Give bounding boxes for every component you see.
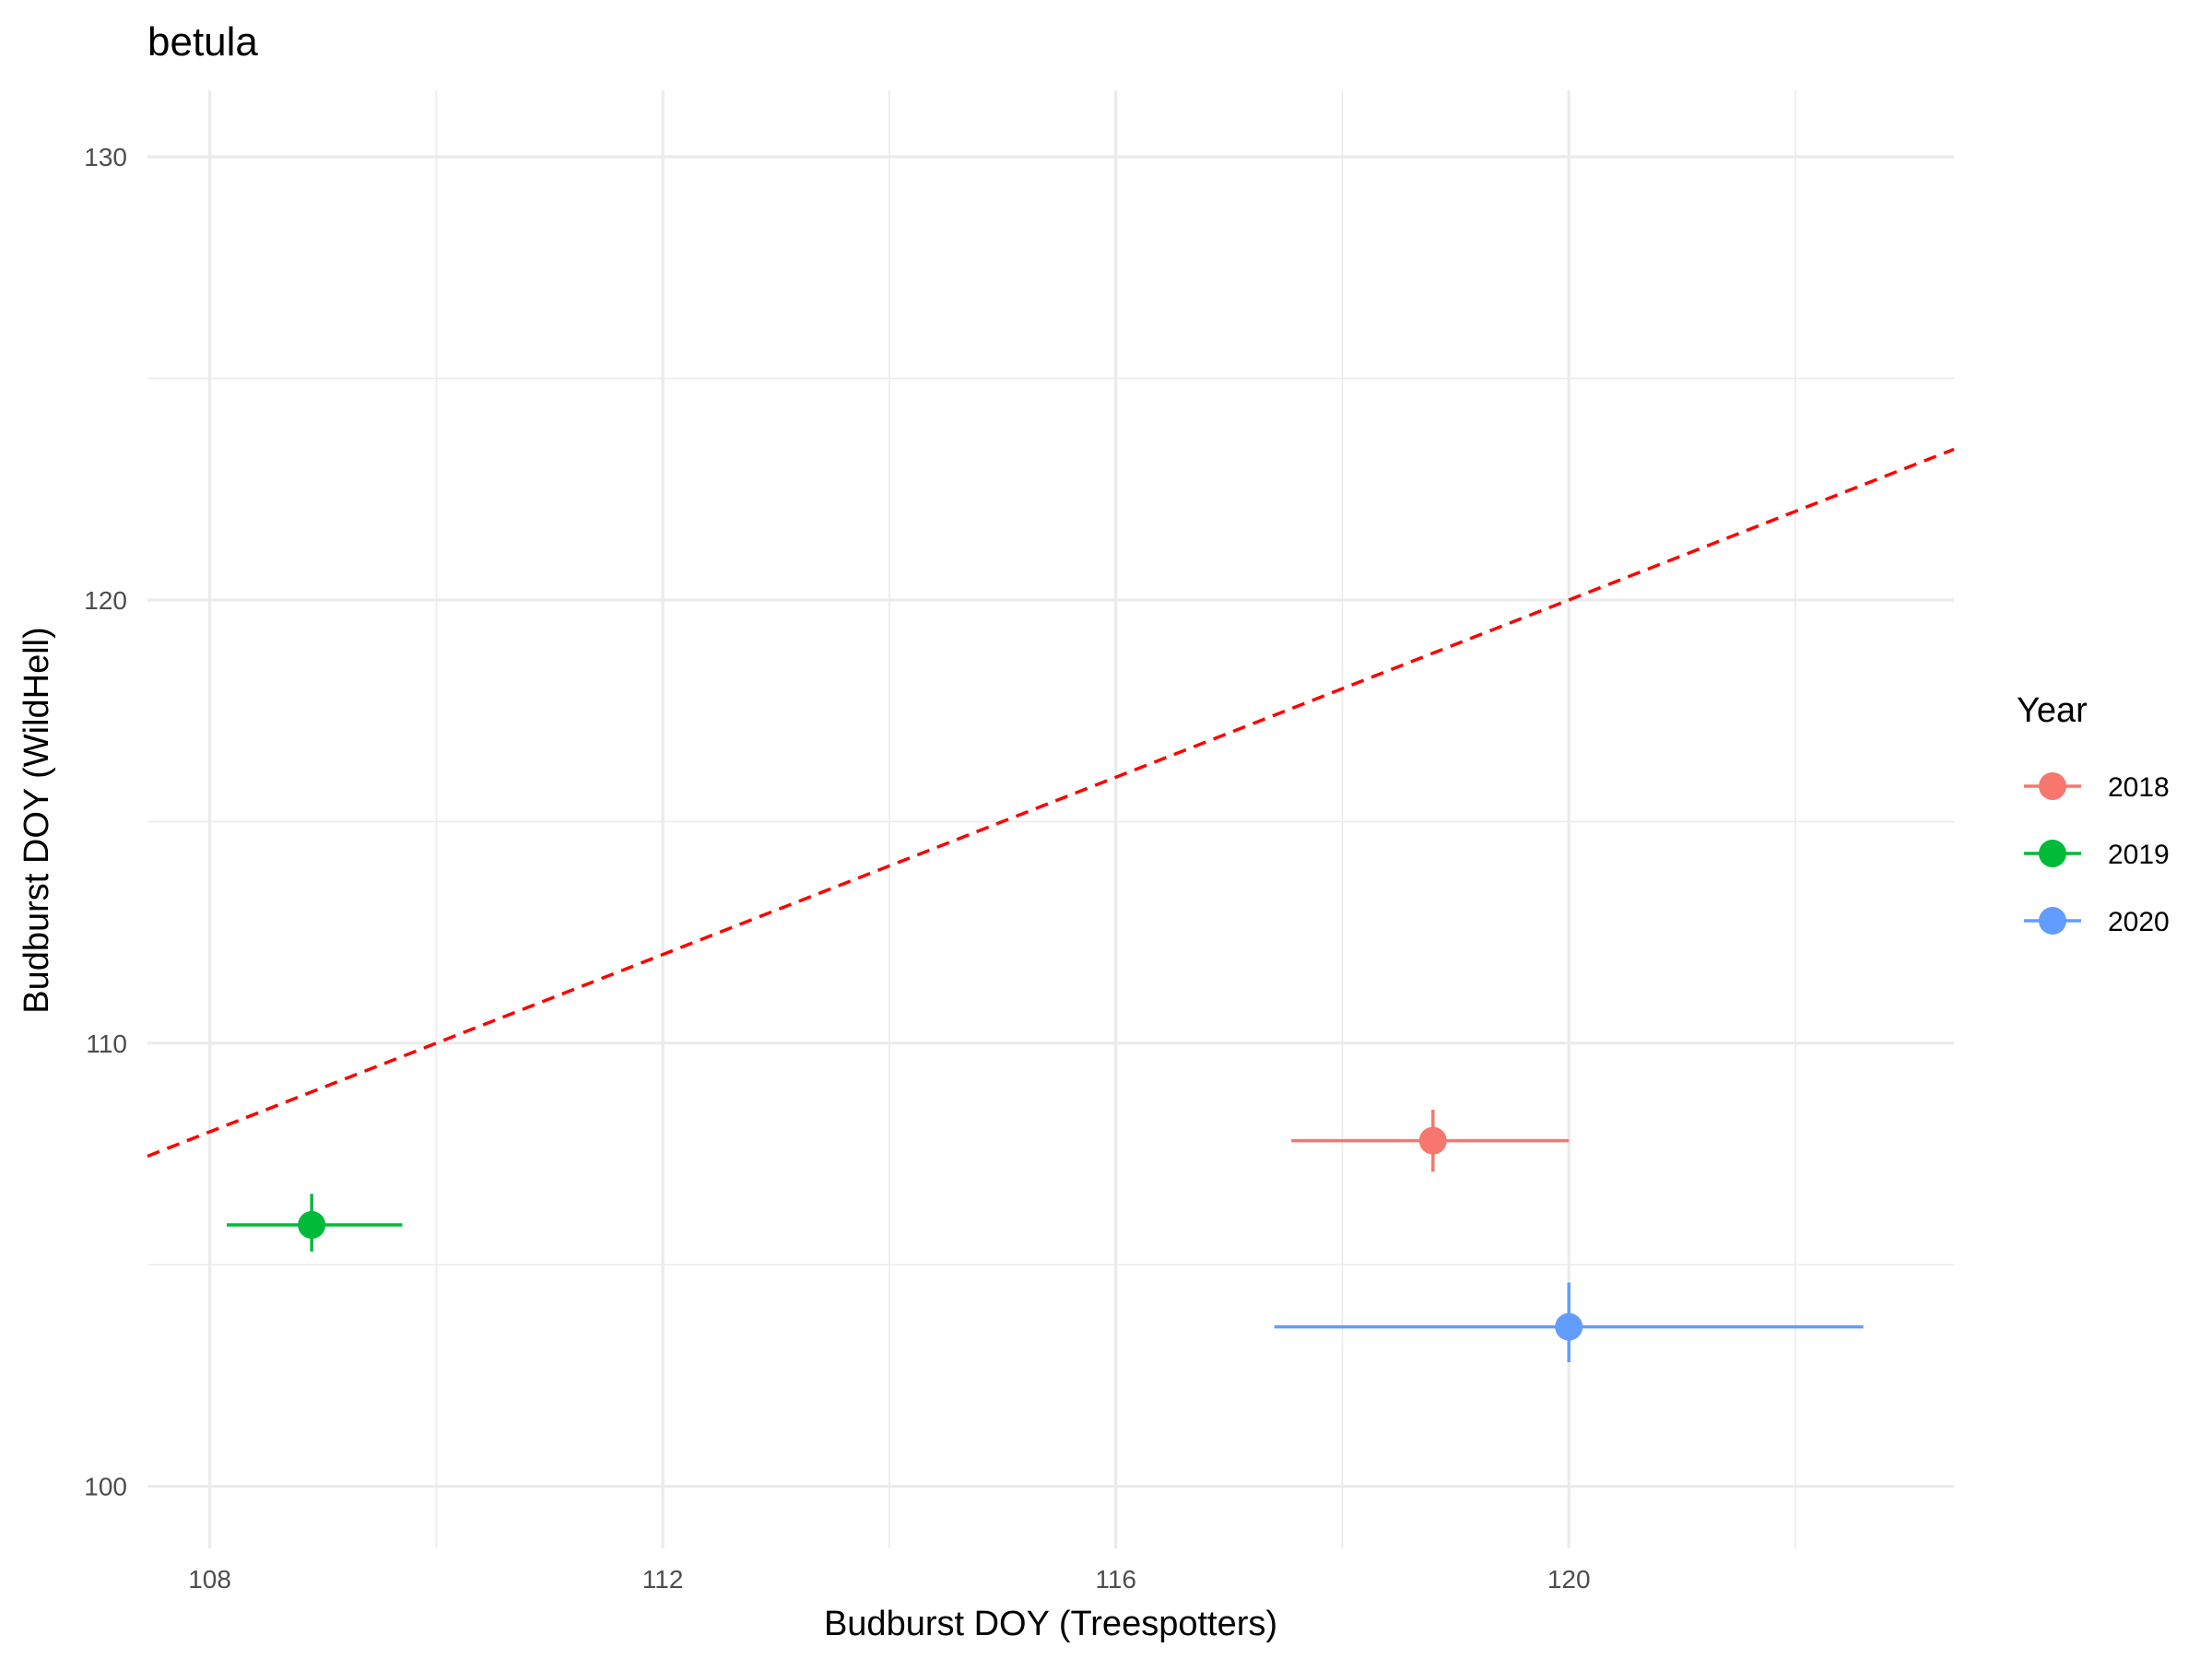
reference-line-layer bbox=[147, 447, 1955, 1159]
data-point bbox=[1555, 1312, 1583, 1341]
legend: Year 2018 2019 2020 bbox=[2017, 691, 2170, 937]
legend-key-point bbox=[2039, 772, 2066, 800]
legend-key-point bbox=[2039, 907, 2066, 935]
legend-entry-2019: 2019 bbox=[2024, 840, 2170, 870]
major-gridlines bbox=[147, 90, 1954, 1548]
data-point bbox=[298, 1210, 326, 1239]
legend-key-point bbox=[2039, 840, 2066, 867]
y-axis-title: Budburst DOY (WildHell) bbox=[18, 627, 56, 1014]
data-points-layer bbox=[227, 1109, 1864, 1363]
data-point bbox=[1418, 1126, 1447, 1155]
legend-label: 2020 bbox=[2108, 907, 2170, 937]
legend-entry-2020: 2020 bbox=[2024, 907, 2170, 937]
identity-reference-line bbox=[147, 447, 1955, 1159]
legend-title: Year bbox=[2017, 691, 2088, 730]
y-tick-label: 130 bbox=[84, 143, 127, 171]
legend-label: 2019 bbox=[2108, 840, 2170, 870]
y-tick-label: 110 bbox=[86, 1030, 127, 1058]
x-axis-ticks: 108 112 116 120 bbox=[188, 1565, 1590, 1594]
legend-label: 2018 bbox=[2108, 772, 2170, 803]
x-tick-label: 120 bbox=[1547, 1565, 1591, 1594]
x-tick-label: 112 bbox=[642, 1565, 684, 1594]
y-tick-label: 100 bbox=[84, 1473, 127, 1501]
series-2020 bbox=[1274, 1282, 1864, 1363]
x-tick-label: 108 bbox=[188, 1565, 231, 1594]
series-2019 bbox=[227, 1194, 403, 1252]
minor-gridlines bbox=[147, 90, 1954, 1548]
x-axis-title: Budburst DOY (Treespotters) bbox=[824, 1605, 1277, 1643]
x-tick-label: 116 bbox=[1095, 1565, 1136, 1594]
legend-entry-2018: 2018 bbox=[2024, 772, 2170, 803]
chart-title: betula bbox=[147, 19, 258, 65]
legend-entries: 2018 2019 2020 bbox=[2024, 772, 2170, 937]
series-2018 bbox=[1291, 1109, 1570, 1172]
y-tick-label: 120 bbox=[84, 586, 127, 615]
y-axis-ticks: 100 110 120 130 bbox=[84, 143, 127, 1501]
